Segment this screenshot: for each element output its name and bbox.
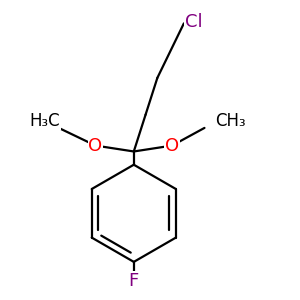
Text: O: O [165, 136, 179, 154]
Text: CH₃: CH₃ [215, 112, 245, 130]
Text: F: F [129, 272, 139, 290]
Text: Cl: Cl [185, 13, 203, 31]
Text: O: O [88, 136, 103, 154]
Text: H₃C: H₃C [29, 112, 60, 130]
